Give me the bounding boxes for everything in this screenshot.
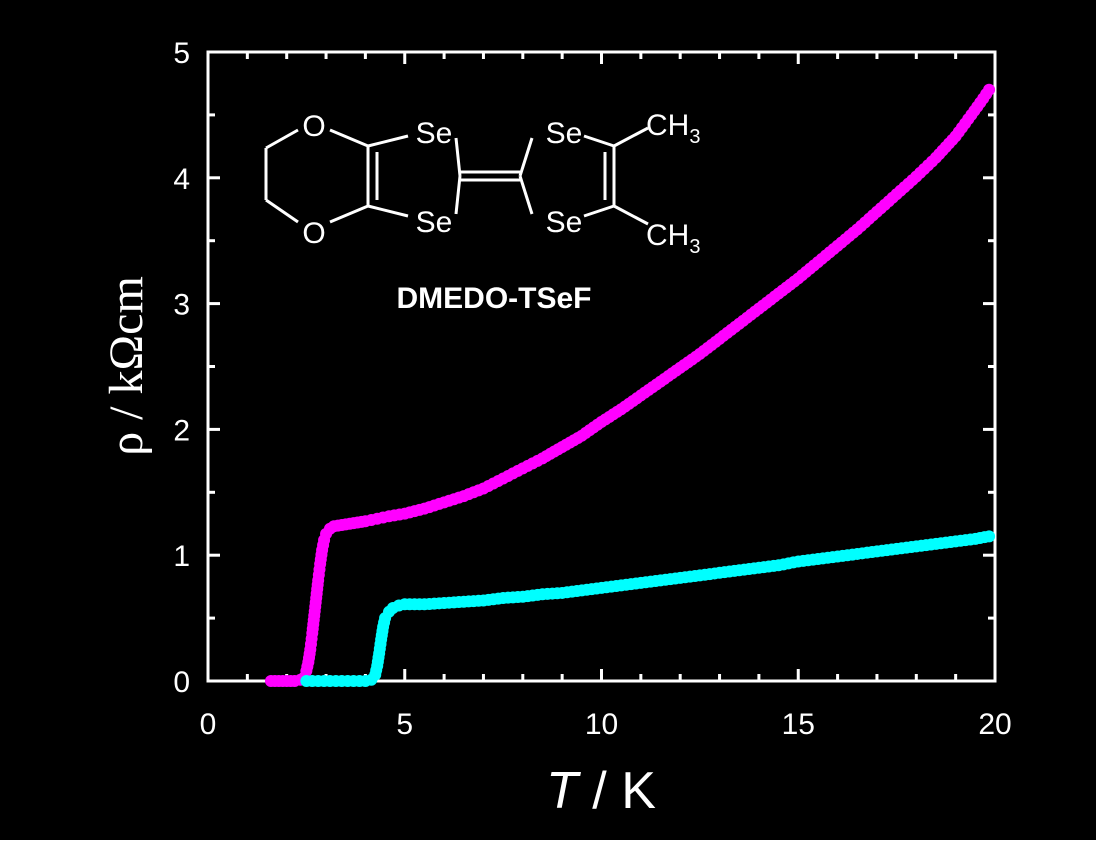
bond [518, 175, 534, 215]
bond [367, 134, 409, 148]
bond [518, 137, 534, 177]
y-axis-title: ρ / kΩcm [100, 276, 153, 456]
x-tick-label-20: 20 [978, 708, 1011, 741]
y-tick-label-4: 4 [173, 163, 190, 196]
bond [265, 198, 299, 224]
y-tick-label-2: 2 [173, 414, 190, 447]
methyl-bottom: CH3 [646, 219, 700, 258]
series-magenta [264, 83, 996, 687]
bond [613, 204, 649, 226]
data-point-cyan [983, 530, 996, 543]
x-tick-label-0: 0 [200, 708, 217, 741]
bond [367, 204, 409, 218]
bond [329, 128, 369, 148]
atom-se-right-bottom: Se [546, 206, 583, 239]
series-cyan [300, 530, 996, 687]
methyl-top: CH3 [646, 109, 700, 148]
y-tick-label-1: 1 [173, 540, 190, 573]
x-axis-title-symbol: T [546, 762, 581, 820]
y-tick-label-3: 3 [173, 289, 190, 322]
y-tick-label-0: 0 [173, 666, 190, 699]
atom-se-right-top: Se [546, 117, 583, 150]
methyl-bottom-sub: 3 [689, 236, 700, 258]
x-axis-title: T / K [546, 762, 656, 820]
methyl-bottom-main: CH [646, 219, 689, 252]
x-tick-label-5: 5 [396, 708, 413, 741]
y-tick-label-5: 5 [173, 37, 190, 70]
bond [583, 134, 615, 148]
data-point-magenta [983, 83, 996, 96]
x-tick-label-10: 10 [585, 708, 618, 741]
x-tick-label-15: 15 [782, 708, 815, 741]
bond [329, 204, 369, 224]
molecule-structure: O O Se Se Se Se CH3 CH3 DMEDO-TSeF [264, 109, 700, 315]
atom-o-top: O [302, 110, 325, 143]
bond [613, 126, 649, 148]
atom-se-left-top: Se [416, 117, 453, 150]
bond [454, 137, 462, 177]
bond [454, 175, 462, 215]
atom-o-bottom: O [302, 217, 325, 250]
bond [265, 128, 299, 150]
methyl-top-main: CH [646, 109, 689, 142]
bond [583, 204, 615, 218]
compound-name: DMEDO-TSeF [397, 282, 592, 315]
axis-ticks [206, 50, 997, 683]
methyl-top-sub: 3 [689, 126, 700, 148]
x-axis-title-unit: / K [578, 762, 656, 820]
atom-se-left-bottom: Se [416, 206, 453, 239]
